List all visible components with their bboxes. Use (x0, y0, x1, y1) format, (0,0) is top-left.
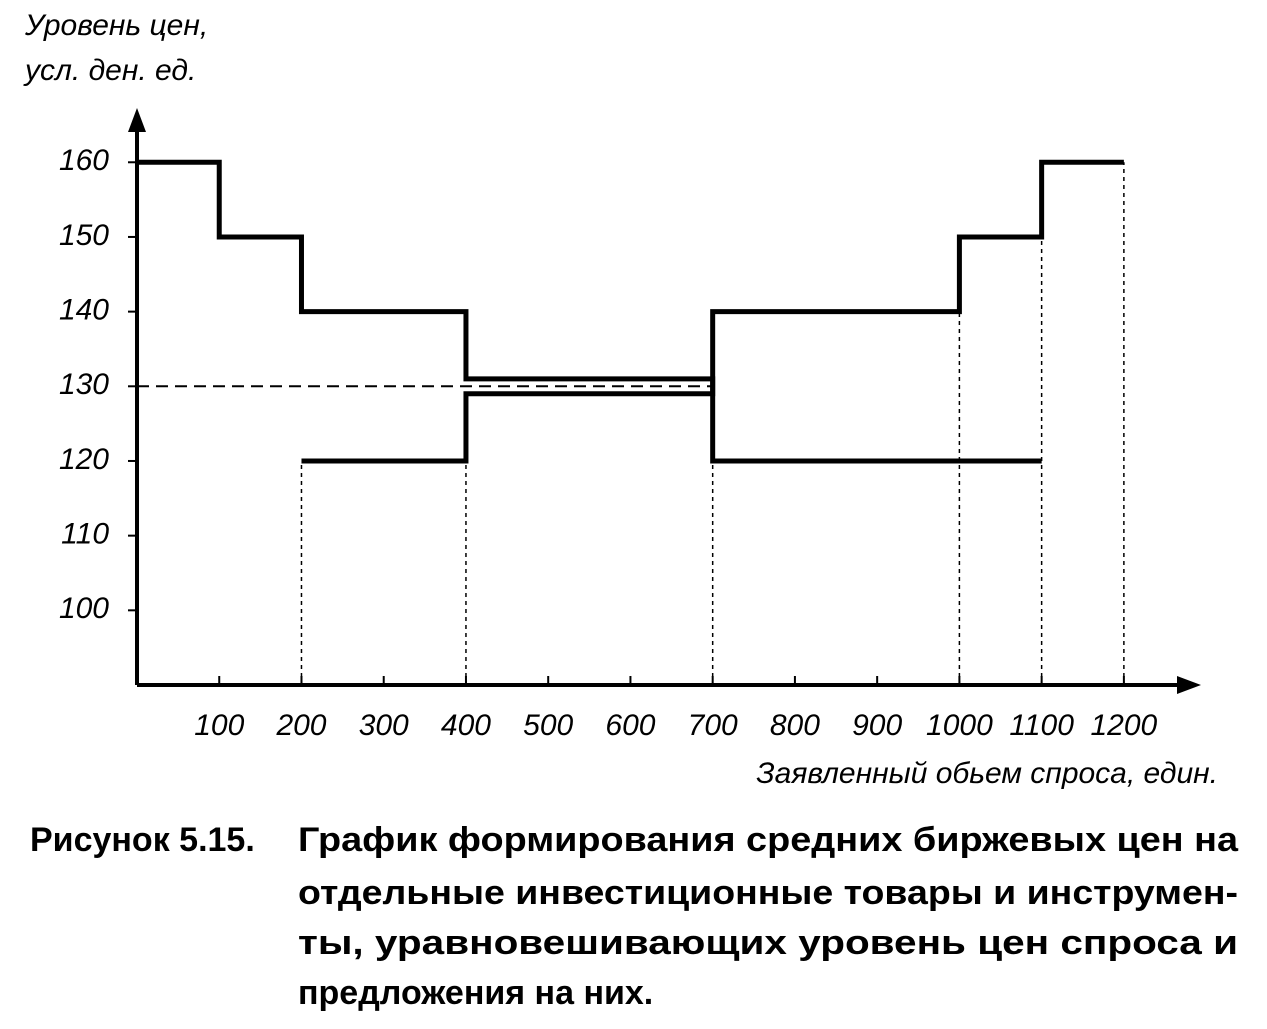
y-tick-label: 120 (59, 443, 109, 476)
caption-line: отдельные инвестиционные товары и инстру… (298, 874, 1238, 912)
x-axis-arrow (1177, 676, 1201, 694)
x-tick-label: 800 (770, 709, 820, 742)
caption-label: Рисунок 5.15. (30, 821, 255, 859)
x-axis-label: Заявленный обьем спроса, един. (756, 757, 1218, 790)
y-tick-label: 130 (59, 368, 109, 401)
x-tick-label: 1200 (1091, 709, 1158, 742)
y-axis-arrow (128, 108, 146, 132)
y-tick-label: 150 (59, 219, 109, 252)
step-line (137, 159, 1042, 464)
y-axis-label: усл. ден. ед. (23, 54, 196, 87)
x-tick-label: 100 (194, 709, 244, 742)
y-tick-label: 140 (59, 294, 109, 327)
y-tick-label: 110 (61, 518, 109, 551)
x-tick-label: 1000 (926, 709, 993, 742)
caption-line: предложения на них. (298, 974, 653, 1012)
y-tick-label: 100 (59, 592, 109, 625)
y-tick-label: 160 (59, 144, 109, 177)
y-axis-label: Уровень цен, (24, 9, 208, 42)
caption-line: ты, уравновешивающих уровень цен спроса … (298, 924, 1238, 962)
caption-line: График формирования средних биржевых цен… (298, 821, 1239, 859)
x-tick-label: 300 (359, 709, 409, 742)
x-tick-label: 600 (605, 709, 655, 742)
x-tick-label: 400 (441, 709, 491, 742)
x-tick-label: 1100 (1009, 709, 1074, 742)
x-tick-label: 200 (275, 709, 326, 742)
x-tick-label: 900 (852, 709, 902, 742)
x-tick-label: 700 (688, 709, 738, 742)
step-line (301, 159, 1124, 464)
x-tick-label: 500 (523, 709, 573, 742)
